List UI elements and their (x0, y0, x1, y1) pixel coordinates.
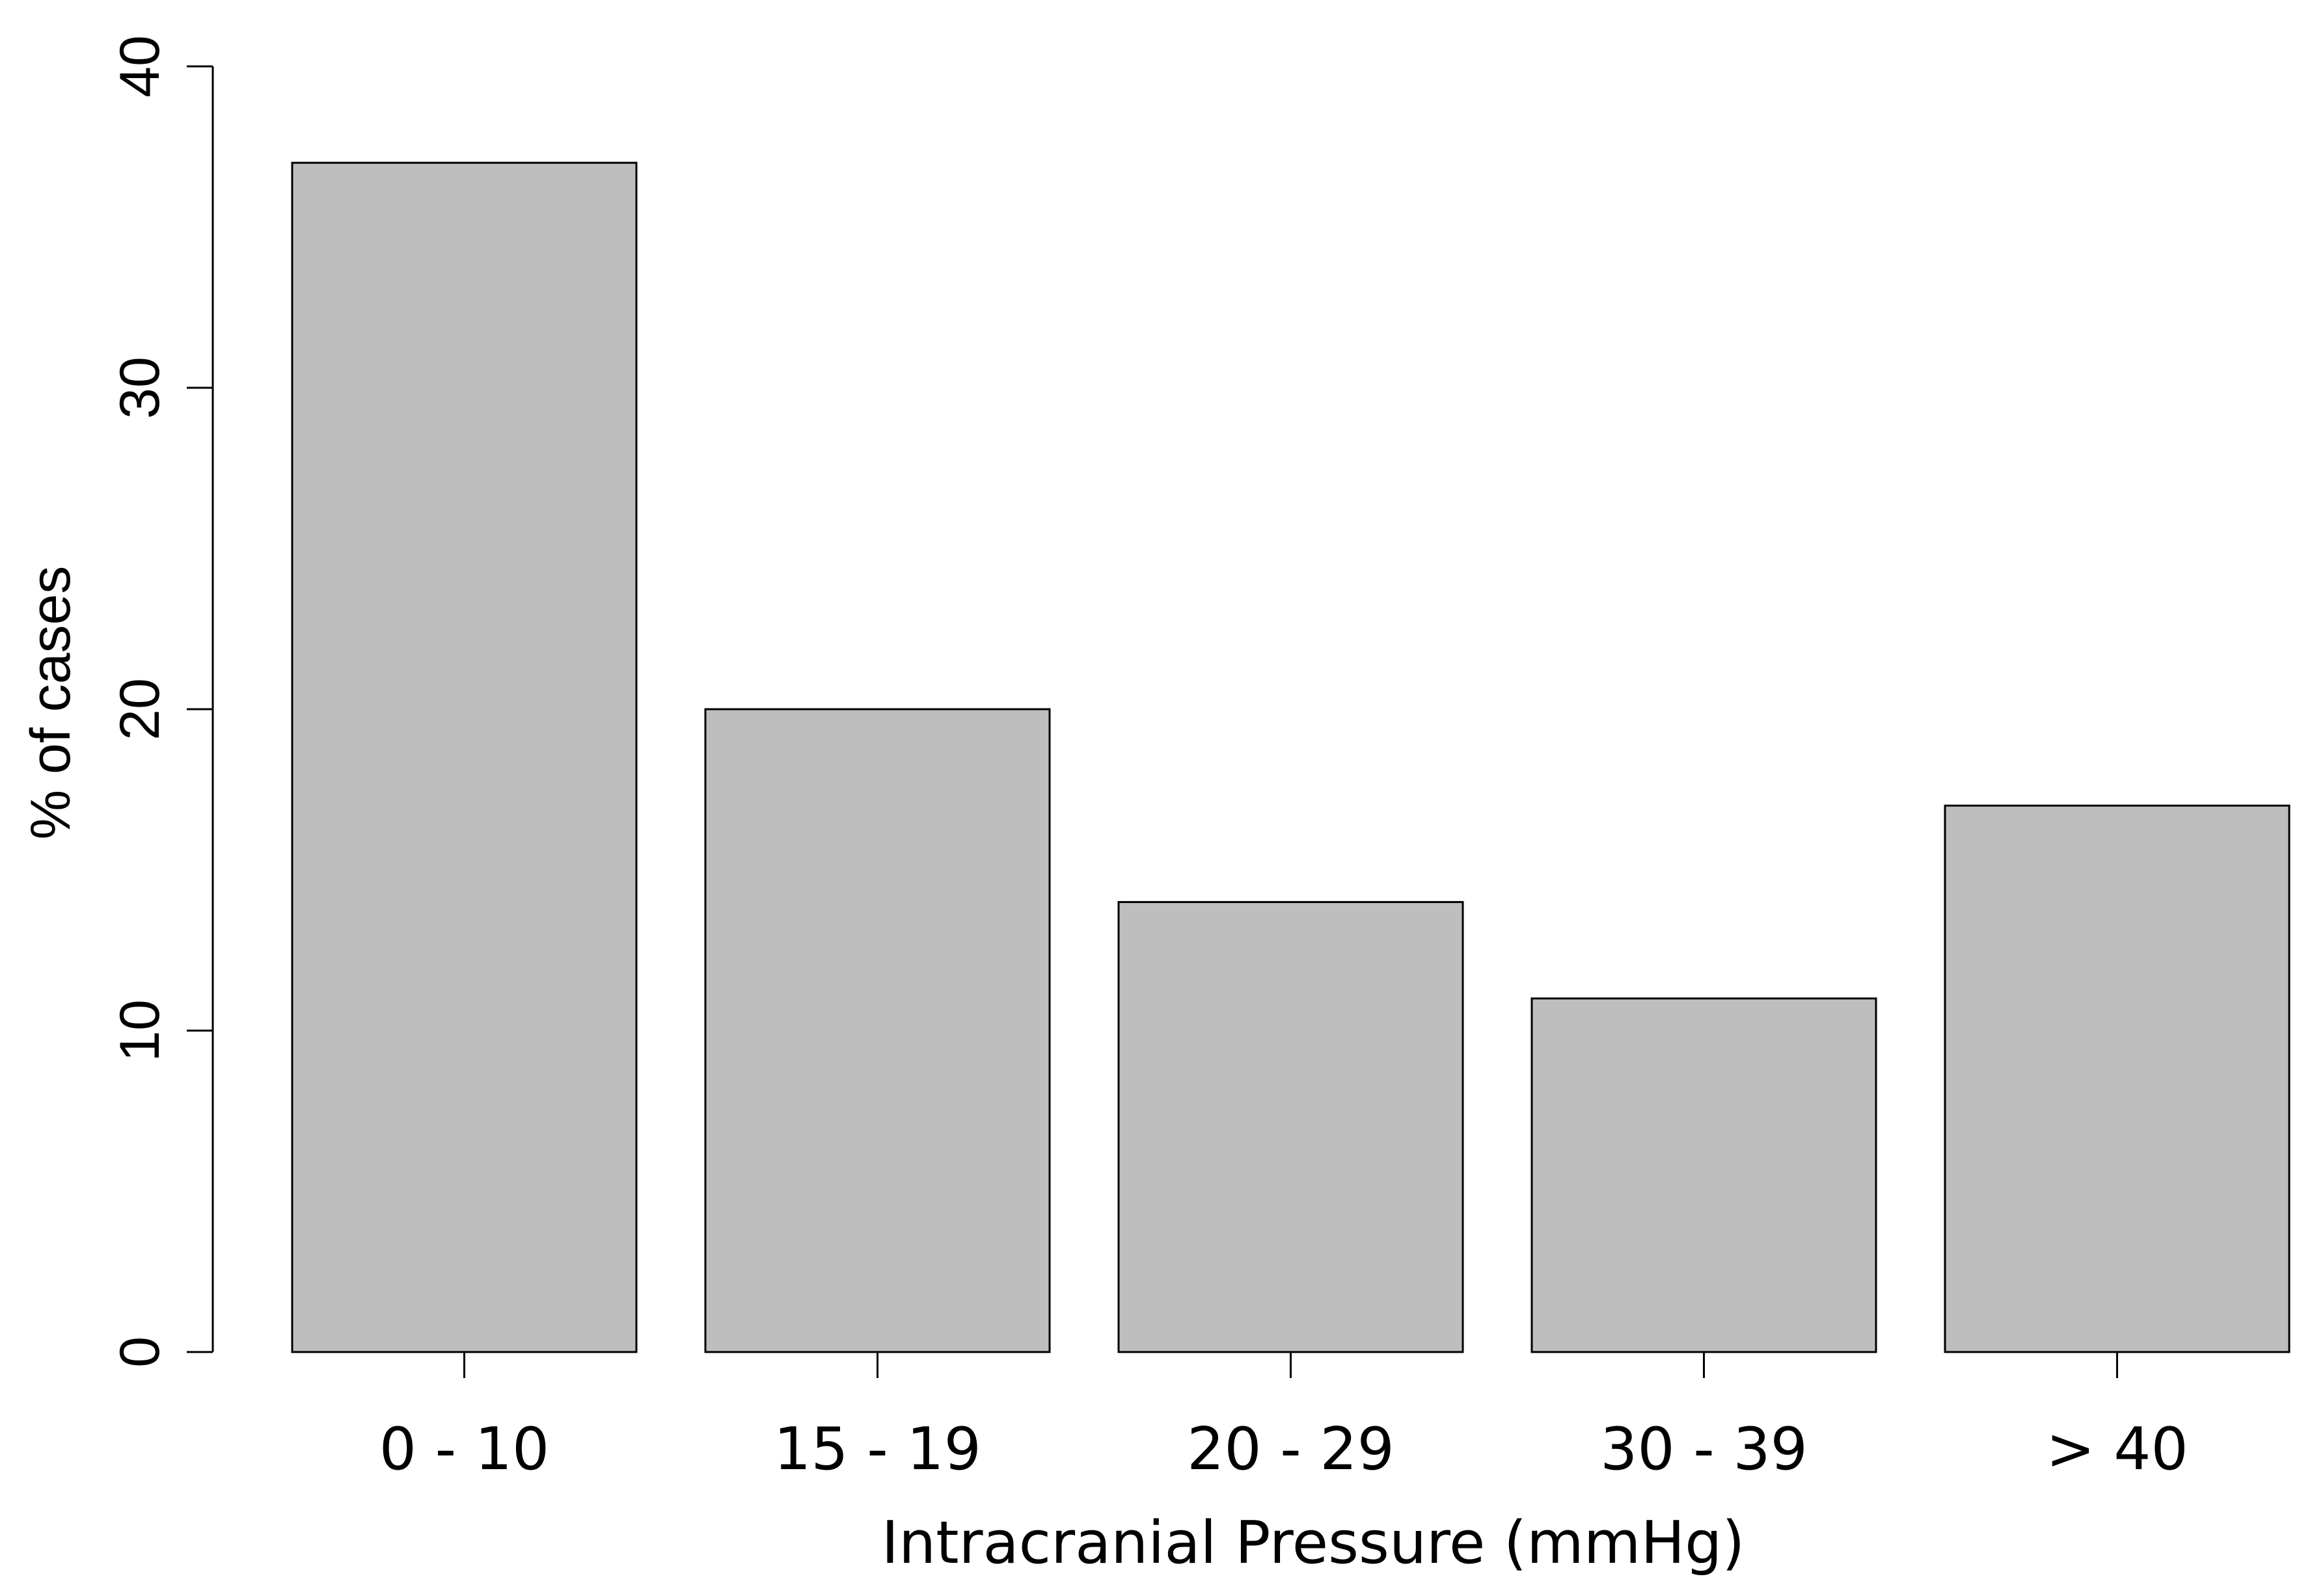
y-tick-label-2: 20 (109, 678, 171, 740)
x-tick-label-3: 30 - 39 (1600, 1415, 1808, 1483)
x-tick-label-4: > 40 (2046, 1415, 2188, 1483)
y-tick-label-4: 40 (109, 35, 171, 98)
bar-3 (1530, 997, 1877, 1353)
x-tick-label-2: 20 - 29 (1187, 1415, 1394, 1483)
x-axis: 0 - 10 15 - 19 20 - 29 30 - 39 > 40 (379, 1352, 2188, 1483)
x-tick-label-0: 0 - 10 (379, 1415, 549, 1483)
bar-2 (1117, 900, 1464, 1353)
bar-4 (1944, 804, 2291, 1353)
y-tick-label-1: 10 (109, 999, 171, 1062)
bar-1 (704, 708, 1051, 1353)
y-axis-label: % of cases (20, 566, 82, 840)
bar-0 (291, 161, 638, 1353)
y-tick-label-0: 0 (109, 1336, 171, 1368)
bars-group (291, 161, 2291, 1353)
x-tick-label-1: 15 - 19 (774, 1415, 981, 1483)
y-tick-label-3: 30 (109, 357, 171, 419)
x-axis-label: Intracranial Pressure (mmHg) (882, 1509, 1745, 1577)
y-axis: 0 10 20 30 40 (109, 35, 214, 1368)
